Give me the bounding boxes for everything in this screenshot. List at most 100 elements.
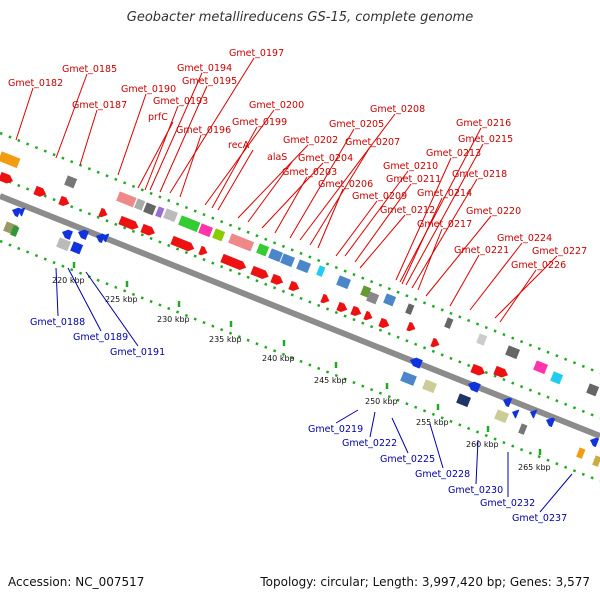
gene-label-forward: recA <box>228 140 250 151</box>
label-leader-line <box>289 128 355 239</box>
forward-gene-arrow <box>0 171 13 184</box>
label-leader-line <box>159 85 208 193</box>
gene-block <box>360 285 372 298</box>
gene-label-forward: Gmet_0207 <box>345 137 400 148</box>
gene-label-forward: Gmet_0190 <box>121 84 176 95</box>
gene-block <box>280 253 295 268</box>
label-leader-line <box>401 197 443 285</box>
kbp-tick-label: 220 kbp <box>52 276 85 285</box>
gene-label-forward: Gmet_0221 <box>454 245 509 256</box>
reverse-gene-block <box>518 423 528 435</box>
gene-label-forward: Gmet_0220 <box>466 206 521 217</box>
gene-block <box>533 360 548 375</box>
gene-block <box>444 317 454 329</box>
gene-block <box>296 259 311 274</box>
forward-gene-arrow <box>363 310 373 321</box>
label-leader-line <box>15 87 34 141</box>
forward-gene-arrow <box>320 293 330 304</box>
reverse-gene-block <box>400 371 417 386</box>
label-leader-line <box>469 242 523 311</box>
label-leader-line <box>117 93 147 176</box>
gene-label-forward: Gmet_0203 <box>282 167 337 178</box>
kbp-tick-label: 260 kbp <box>466 440 499 449</box>
label-leader-line <box>335 200 378 257</box>
accession-text: Accession: NC_007517 <box>8 575 145 589</box>
reverse-gene-block <box>456 393 471 408</box>
label-leader-line <box>55 73 88 159</box>
kbp-tick-label: 225 kbp <box>105 295 138 304</box>
gene-block <box>134 198 146 211</box>
forward-gene-arrow <box>140 223 155 236</box>
reverse-gene-arrow <box>62 229 73 240</box>
gene-label-reverse: Gmet_0189 <box>73 332 128 343</box>
reverse-gene-block <box>70 241 84 255</box>
gene-label-forward: Gmet_0227 <box>532 246 587 257</box>
forward-gene-arrow <box>336 301 348 313</box>
gene-label-forward: Gmet_0193 <box>153 96 208 107</box>
label-leader-line <box>274 176 308 234</box>
dotted-track-mid <box>0 176 600 420</box>
gene-label-forward: prfC <box>148 112 168 123</box>
gene-label-forward: Gmet_0211 <box>386 174 441 185</box>
gene-label-forward: Gmet_0199 <box>232 117 287 128</box>
kbp-tick-label: 240 kbp <box>262 354 295 363</box>
gene-label-forward: alaS <box>267 152 287 163</box>
reverse-gene-block <box>56 237 71 252</box>
label-leader-line <box>425 215 492 297</box>
reverse-gene-arrow <box>102 233 110 243</box>
forward-gene-arrow <box>198 245 208 256</box>
gene-block <box>366 291 380 305</box>
reverse-gene-arrow <box>18 207 26 217</box>
forward-gene-arrow <box>170 235 195 252</box>
label-leader-line <box>494 255 558 319</box>
gene-label-reverse: Gmet_0237 <box>512 513 567 524</box>
gene-label-forward: Gmet_0210 <box>383 161 438 172</box>
gene-label-forward: Gmet_0204 <box>298 153 353 164</box>
gene-label-forward: Gmet_0217 <box>417 219 472 230</box>
gene-label-forward: Gmet_0196 <box>176 125 231 136</box>
gene-label-forward: Gmet_0185 <box>62 64 117 75</box>
reverse-gene-arrow <box>78 229 89 240</box>
kbp-tick-label: 255 kbp <box>416 418 449 427</box>
gene-label-reverse: Gmet_0232 <box>480 498 535 509</box>
forward-gene-arrow <box>470 363 485 376</box>
gene-label-forward: Gmet_0224 <box>497 233 552 244</box>
gene-block <box>64 175 78 189</box>
reverse-gene-block <box>576 447 586 459</box>
gene-label-forward: Gmet_0226 <box>511 260 566 271</box>
gene-block <box>256 243 270 257</box>
kbp-tick-label: 265 kbp <box>518 463 551 472</box>
gene-label-forward: Gmet_0214 <box>417 188 472 199</box>
label-leader-line <box>449 254 480 307</box>
reverse-gene-block <box>10 225 20 237</box>
label-leader-line <box>395 157 452 281</box>
reverse-gene-block <box>422 379 437 394</box>
label-leader-line <box>359 214 406 269</box>
forward-gene-arrow <box>270 273 284 285</box>
label-leader-line <box>169 57 255 194</box>
gene-label-forward: Gmet_0182 <box>8 78 63 89</box>
gene-label-reverse: Gmet_0230 <box>448 485 503 496</box>
label-leader-line <box>399 127 482 283</box>
forward-gene-arrow <box>220 253 247 270</box>
kbp-tick-label: 230 kbp <box>157 315 190 324</box>
label-leader-line <box>144 105 179 191</box>
label-leader-line <box>475 439 479 485</box>
gene-label-forward: Gmet_0215 <box>458 134 513 145</box>
forward-gene-arrow <box>58 195 70 207</box>
kbp-tick-label: 250 kbp <box>365 397 398 406</box>
reverse-gene-arrow <box>410 357 423 369</box>
forward-gene-arrow <box>406 321 416 332</box>
gene-label-forward: Gmet_0216 <box>456 118 511 129</box>
reverse-gene-block <box>592 455 600 467</box>
forward-gene-arrow <box>33 185 47 197</box>
kbp-tick-label: 245 kbp <box>314 376 347 385</box>
gene-label-forward: Gmet_0213 <box>426 148 481 159</box>
gene-label-reverse: Gmet_0228 <box>415 469 470 480</box>
gene-label-forward: Gmet_0195 <box>182 76 237 87</box>
gene-block <box>228 233 255 252</box>
gene-label-forward: Gmet_0209 <box>352 191 407 202</box>
label-leader-line <box>211 126 258 209</box>
reverse-gene-arrow <box>590 437 600 448</box>
gene-block <box>405 303 415 315</box>
